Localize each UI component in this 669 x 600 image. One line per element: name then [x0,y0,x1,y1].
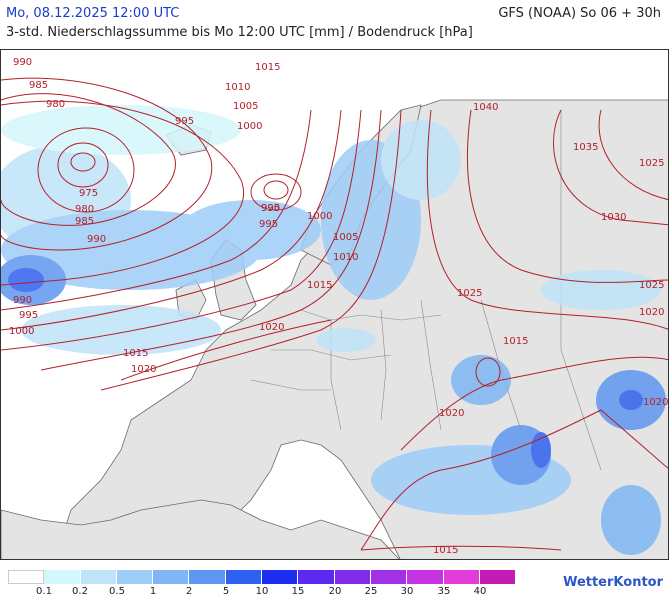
isobar-label: 1020 [439,408,464,419]
legend-tick: 25 [364,586,378,597]
isobar-label: 1025 [639,280,664,291]
legend-tick: 0.1 [36,586,52,597]
legend-tick: 30 [400,586,414,597]
country-borders [250,110,602,471]
isobar-label: 990 [13,295,32,306]
legend-tick: 1 [149,586,157,597]
isobar-label: 995 [261,203,280,214]
isobar-label: 1005 [233,101,258,112]
legend-swatch [334,570,371,584]
isobar-label: 985 [29,80,48,91]
precipitation-areas [1,105,666,555]
legend-tick: 0.2 [72,586,88,597]
isobar-label: 990 [261,203,280,214]
legend-swatch [407,570,444,584]
legend-swatch [153,570,190,584]
legend-tick-labels: 0.1 0.2 0.5 1 2 5 10 15 20 25 30 35 40 [8,584,516,600]
isobar-label: 1010 [333,252,358,263]
isobar-label: 1020 [643,397,668,408]
isobar-label: 1015 [123,348,148,359]
legend-tick: 40 [473,586,487,597]
legend-swatch [116,570,154,584]
isobar-label: 1015 [307,280,332,291]
land-africa [1,499,400,559]
isobar-label: 1020 [639,307,664,318]
isobar-label: 1020 [131,364,156,375]
legend-swatch [370,570,408,584]
legend-tick: 20 [328,586,342,597]
legend-swatch [8,570,45,584]
legend-swatch [189,570,226,584]
isobar-label: 1000 [9,326,34,337]
isobar-label: 980 [46,99,65,110]
map-subtitle: 3-std. Niederschlagssumme bis Mo 12:00 U… [6,25,473,40]
isobar-label: 1010 [225,82,250,93]
isobar-label: 1000 [237,121,262,132]
legend-swatch [262,570,299,584]
legend-swatch [80,570,117,584]
isobar-label: 1030 [601,212,626,223]
isobar-label: 1025 [639,158,664,169]
weather-map: 990 985 980 975 980 985 990 995 1015 101… [0,49,669,560]
isobar-labels: 990 985 980 975 980 985 990 995 1015 101… [9,57,668,556]
legend-tick: 5 [222,586,230,597]
isobar-label: 990 [87,234,106,245]
legend-color-bar [8,570,517,584]
wetterkontor-logo[interactable]: WetterKontor [563,575,663,590]
legend-swatch [225,570,263,584]
legend-swatch [479,570,517,584]
isobar-label: 990 [13,57,32,68]
isobar-label: 995 [259,219,278,230]
isobar-label: 1035 [573,142,598,153]
legend-tick: 2 [185,586,193,597]
legend-tick: 0.5 [109,586,125,597]
legend-tick: 10 [255,586,269,597]
isobar-label: 1015 [433,545,458,556]
isobar-label: 995 [19,310,38,321]
isobar-label: 1015 [255,62,280,73]
isobar-label: 1025 [457,288,482,299]
legend-swatch [298,570,335,584]
legend-tick: 35 [437,586,451,597]
isobars [1,77,668,551]
isobar-label: 985 [75,216,94,227]
isobar-label: 1015 [503,336,528,347]
isobar-label: 975 [79,188,98,199]
isobar-label: 1000 [307,211,332,222]
legend-tick: 15 [291,586,305,597]
isobar-label: 1040 [473,102,498,113]
legend-swatch [443,570,480,584]
isobar-label: 995 [175,116,194,127]
forecast-datetime: Mo, 08.12.2025 12:00 UTC [6,6,180,21]
isobar-label: 1005 [333,232,358,243]
precipitation-legend: 0.1 0.2 0.5 1 2 5 10 15 20 25 30 35 40 [8,570,517,600]
legend-swatch [44,570,81,584]
isobar-label: 1020 [259,322,284,333]
map-svg: 990 985 980 975 980 985 990 995 1015 101… [1,50,668,559]
isobar-label: 980 [75,204,94,215]
model-run-label: GFS (NOAA) So 06 + 30h [498,6,661,21]
